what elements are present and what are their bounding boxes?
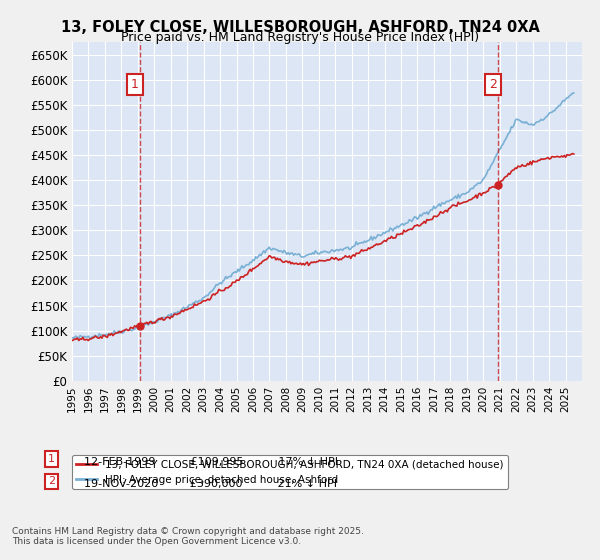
Text: 1: 1: [48, 454, 55, 464]
Text: 2: 2: [48, 477, 55, 487]
Text: 1: 1: [131, 78, 139, 91]
Text: Price paid vs. HM Land Registry's House Price Index (HPI): Price paid vs. HM Land Registry's House …: [121, 31, 479, 44]
Text: Contains HM Land Registry data © Crown copyright and database right 2025.
This d: Contains HM Land Registry data © Crown c…: [12, 526, 364, 546]
Text: 2: 2: [489, 78, 497, 91]
Text: 12-FEB-1999          £109,995          17% ↓ HPI: 12-FEB-1999 £109,995 17% ↓ HPI: [84, 457, 338, 467]
Text: 19-NOV-2020         £390,000          21% ↓ HPI: 19-NOV-2020 £390,000 21% ↓ HPI: [84, 479, 337, 489]
Text: 13, FOLEY CLOSE, WILLESBOROUGH, ASHFORD, TN24 0XA: 13, FOLEY CLOSE, WILLESBOROUGH, ASHFORD,…: [61, 20, 539, 35]
Legend: 13, FOLEY CLOSE, WILLESBOROUGH, ASHFORD, TN24 0XA (detached house), HPI: Average: 13, FOLEY CLOSE, WILLESBOROUGH, ASHFORD,…: [72, 455, 508, 489]
